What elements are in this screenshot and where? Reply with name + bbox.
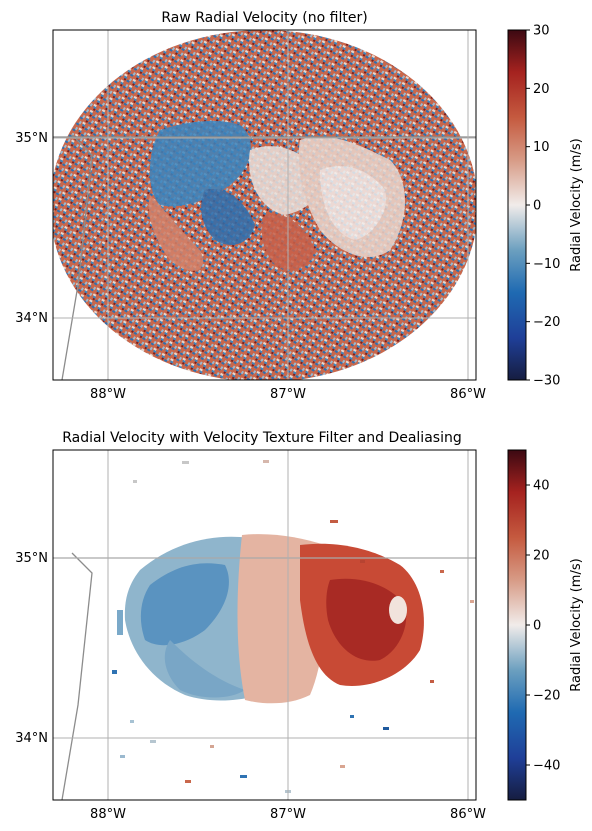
bottom-ytick-35n: 35°N — [15, 551, 48, 566]
bottom-axes-frame — [52, 449, 477, 801]
top-storm-features — [148, 120, 405, 271]
filtered-velocity-panel: Radial Velocity with Velocity Texture Fi… — [15, 430, 584, 822]
bottom-colorbar: 40 20 0 −20 −40 Radial Velocity (m/s) — [507, 449, 584, 801]
raw-velocity-panel: Raw Radial Velocity (no filter) — [15, 10, 584, 402]
top-axes-frame — [52, 29, 477, 381]
colorbar-tick-label: 20 — [533, 82, 550, 97]
bottom-gridlines — [53, 450, 476, 800]
top-colorbar: 30 20 10 0 −10 −20 −30 Radial Velocity (m/s) — [507, 24, 584, 389]
colorbar-tick-label: −20 — [533, 689, 560, 704]
colorbar-tick-label: 30 — [533, 24, 550, 39]
top-title: Raw Radial Velocity (no filter) — [161, 10, 367, 26]
colorbar-tick-label: 0 — [533, 199, 541, 214]
bottom-state-border-2 — [61, 552, 93, 800]
top-map-area — [53, 30, 476, 380]
colorbar-tick-label: −40 — [533, 759, 560, 774]
colorbar-tick-label: 10 — [533, 140, 550, 155]
top-gridlines — [53, 30, 476, 380]
bottom-xtick-88w: 88°W — [90, 807, 126, 822]
bottom-xtick-86w: 86°W — [450, 807, 486, 822]
top-ytick-35n: 35°N — [15, 131, 48, 146]
bottom-map-area — [53, 450, 476, 800]
top-state-border-2 — [61, 134, 93, 380]
colorbar-tick-label: −30 — [533, 374, 560, 389]
bottom-velocity-field — [124, 534, 424, 704]
colorbar-tick-label: 0 — [533, 619, 541, 634]
top-colorbar-label: Radial Velocity (m/s) — [569, 138, 584, 271]
top-xtick-86w: 86°W — [450, 387, 486, 402]
colorbar-tick-label: 20 — [533, 549, 550, 564]
bottom-colorbar-gradient — [507, 449, 527, 801]
bottom-ytick-34n: 34°N — [15, 731, 48, 746]
colorbar-tick-label: 40 — [533, 479, 550, 494]
top-ytick-34n: 34°N — [15, 311, 48, 326]
top-radar-sweep — [53, 30, 476, 380]
colorbar-tick-label: −20 — [533, 315, 560, 330]
top-xtick-87w: 87°W — [270, 387, 306, 402]
bottom-title: Radial Velocity with Velocity Texture Fi… — [62, 430, 461, 446]
bottom-xtick-87w: 87°W — [270, 807, 306, 822]
top-colorbar-gradient — [507, 29, 527, 381]
colorbar-tick-label: −10 — [533, 257, 560, 272]
bottom-colorbar-label: Radial Velocity (m/s) — [569, 558, 584, 691]
top-xtick-88w: 88°W — [90, 387, 126, 402]
